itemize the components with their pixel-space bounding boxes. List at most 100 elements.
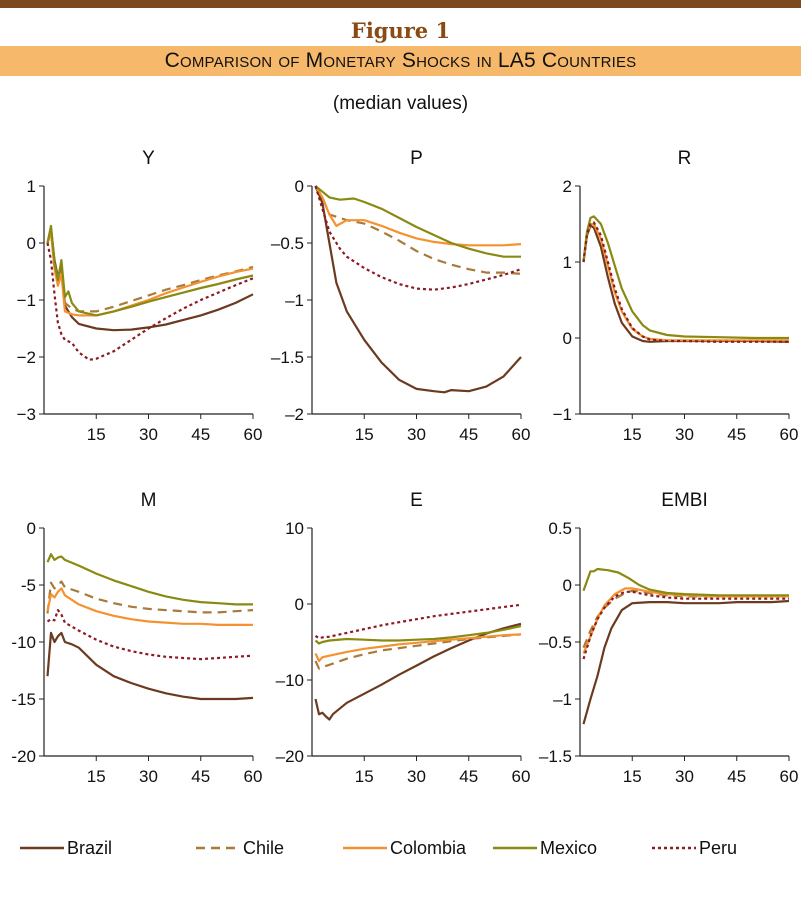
y-tick-label: 0: [295, 595, 304, 614]
legend-label: Mexico: [540, 837, 598, 858]
y-tick-label: –1: [553, 690, 572, 709]
y-tick-label: −2: [17, 348, 36, 367]
series-line-mexico: [314, 185, 521, 258]
series-line-brazil: [314, 185, 522, 394]
chart-panel-3: M 0 -5 -10 -15 -20 15 30 45 60: [11, 490, 262, 786]
series-line-peru: [582, 221, 789, 343]
x-tick-label: 45: [459, 425, 478, 444]
figure-label: Figure 1: [350, 18, 451, 43]
legend-label: Colombia: [390, 837, 467, 858]
legend-swatch: [493, 846, 537, 850]
chart-title: Y: [142, 148, 155, 169]
x-tick-label: 30: [139, 767, 158, 786]
chart-title: EMBI: [661, 490, 707, 511]
chart-panel-5: EMBI 0.5 0 –0.5 –1 –1.5 15 30 45 60: [539, 490, 799, 786]
y-tick-label: –1.5: [539, 747, 572, 766]
x-tick-label: 30: [407, 425, 426, 444]
x-tick-label: 60: [244, 767, 263, 786]
series-line-peru: [46, 242, 254, 361]
y-tick-label: -20: [11, 747, 36, 766]
legend-label: Peru: [699, 837, 738, 858]
y-tick-label: -5: [21, 576, 36, 595]
series-line-peru: [314, 185, 522, 291]
legend: Brazil Chile Colombia Mexico Peru: [0, 828, 801, 868]
x-tick-label: 15: [355, 767, 374, 786]
legend-swatch: [343, 846, 387, 850]
x-tick-label: 45: [727, 767, 746, 786]
series-line-mexico: [46, 224, 254, 317]
x-tick-label: 30: [407, 767, 426, 786]
chart-panel-2: R 2 1 0 −1 15 30 45 60: [553, 148, 799, 444]
legend-item-mexico: Mexico: [493, 828, 597, 868]
chart-title: M: [141, 490, 157, 511]
series-line-brazil: [46, 631, 254, 701]
figure-title: Comparison of Monetary Shocks in LA5 Cou…: [164, 49, 637, 72]
x-tick-label: 30: [675, 425, 694, 444]
series-line-colombia: [582, 222, 789, 342]
series-line-chile: [46, 580, 254, 614]
y-tick-label: 0: [563, 576, 572, 595]
x-tick-label: 60: [244, 425, 263, 444]
top-rule: [0, 0, 801, 8]
x-tick-label: 30: [675, 767, 694, 786]
y-tick-label: −1: [553, 405, 572, 424]
figure-title-band: Comparison of Monetary Shocks in LA5 Cou…: [0, 46, 801, 76]
y-tick-label: 1: [563, 253, 572, 272]
legend-swatch: [196, 846, 240, 850]
series-line-peru: [46, 609, 254, 661]
x-tick-label: 60: [780, 425, 799, 444]
chart-title: R: [678, 148, 692, 169]
legend-item-brazil: Brazil: [20, 828, 112, 868]
y-tick-label: 2: [563, 177, 572, 196]
x-tick-label: 45: [191, 767, 210, 786]
x-tick-label: 45: [459, 767, 478, 786]
y-tick-label: −3: [17, 405, 36, 424]
y-tick-label: 0.5: [548, 519, 572, 538]
legend-item-peru: Peru: [652, 828, 737, 868]
chart-panel-4: E 10 0 –10 –20 15 30 45 60: [276, 490, 531, 786]
x-tick-label: 60: [512, 425, 531, 444]
x-tick-label: 60: [780, 767, 799, 786]
y-tick-label: 0: [563, 329, 572, 348]
series-line-colombia: [314, 185, 522, 247]
x-tick-label: 45: [191, 425, 210, 444]
y-tick-label: -15: [11, 690, 36, 709]
x-tick-label: 15: [87, 425, 106, 444]
legend-swatch: [20, 846, 64, 850]
y-tick-label: 0: [295, 177, 304, 196]
y-tick-label: 10: [285, 519, 304, 538]
y-tick-label: 1: [27, 177, 36, 196]
x-tick-label: 60: [512, 767, 531, 786]
y-tick-label: -10: [11, 633, 36, 652]
x-tick-label: 15: [623, 425, 642, 444]
legend-label: Chile: [243, 837, 285, 858]
y-tick-label: –0.5: [271, 234, 304, 253]
x-tick-label: 15: [87, 767, 106, 786]
chart-title: E: [410, 490, 423, 511]
y-tick-label: –2: [285, 405, 304, 424]
series-line-chile: [314, 185, 522, 275]
y-tick-label: –10: [276, 671, 304, 690]
y-tick-label: 0: [27, 234, 36, 253]
series-line-mexico: [314, 624, 522, 645]
series-line-mexico: [582, 215, 789, 340]
x-tick-label: 45: [727, 425, 746, 444]
legend-swatch: [652, 846, 696, 850]
y-tick-label: 0: [27, 519, 36, 538]
x-tick-label: 15: [355, 425, 374, 444]
x-tick-label: 15: [623, 767, 642, 786]
series-line-mexico: [582, 567, 789, 597]
series-line-colombia: [314, 633, 522, 663]
legend-label: Brazil: [67, 837, 113, 858]
y-tick-label: –0.5: [539, 633, 572, 652]
chart-panel-1: P 0 –0.5 –1 –1.5 –2 15 30 45 60: [271, 148, 531, 444]
chart-title: P: [410, 148, 423, 169]
series-line-mexico: [46, 553, 253, 606]
y-tick-label: –1: [285, 291, 304, 310]
y-tick-label: –1.5: [271, 348, 304, 367]
x-tick-label: 30: [139, 425, 158, 444]
figure-subtitle: (median values): [332, 93, 469, 114]
series-line-peru: [582, 590, 789, 660]
series-line-colombia: [46, 587, 253, 626]
